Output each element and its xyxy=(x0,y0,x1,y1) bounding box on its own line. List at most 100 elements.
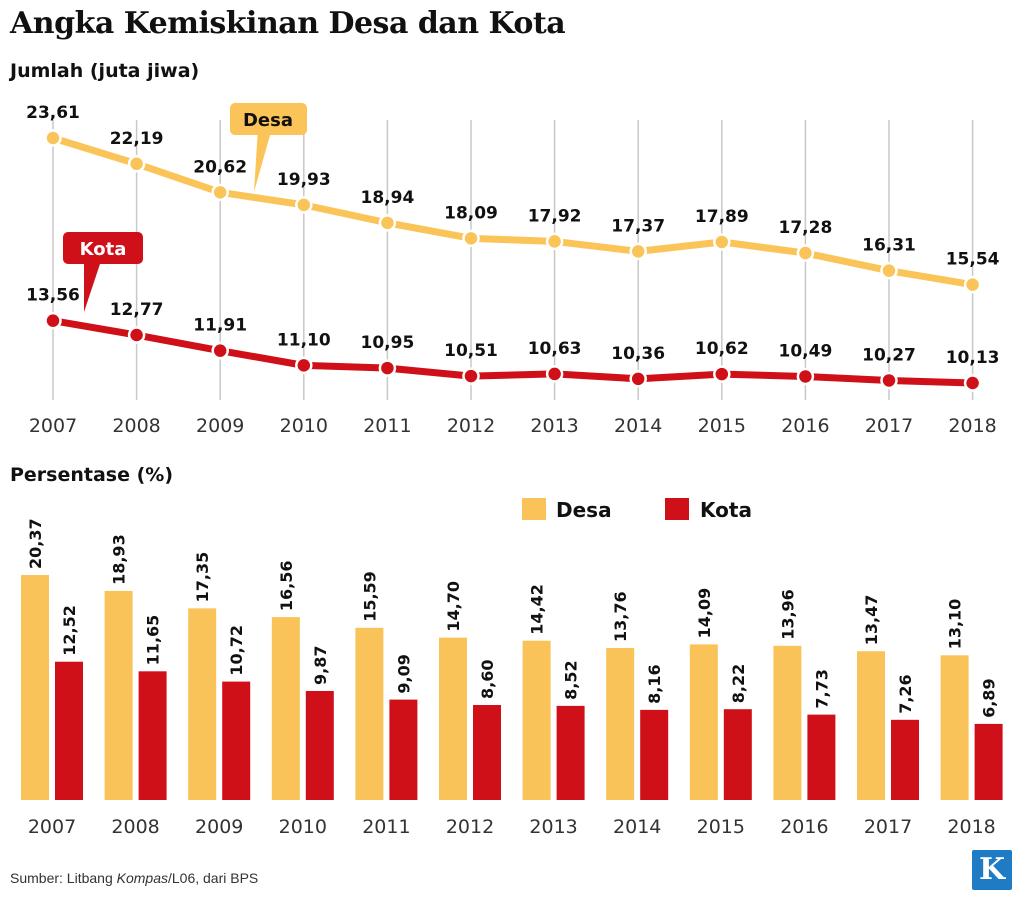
bar-desa-2008 xyxy=(104,590,133,800)
line-x-tick-2010: 2010 xyxy=(280,415,328,437)
kota-callout-label: Kota xyxy=(80,239,127,260)
bar-x-tick-2016: 2016 xyxy=(780,816,828,838)
bar-desa-2012 xyxy=(439,637,467,800)
line-point-desa-2014 xyxy=(629,242,647,261)
source-suffix: /L06, dari BPS xyxy=(167,870,259,886)
line-point-desa-2016 xyxy=(796,244,815,262)
bar-x-tick-2014: 2014 xyxy=(613,816,661,838)
line-point-kota-2011 xyxy=(378,359,397,377)
line-label-desa-2017: 16,31 xyxy=(862,236,916,256)
bar-desa-2013 xyxy=(522,640,551,800)
line-point-kota-2007 xyxy=(44,311,62,330)
bar-desa-2014 xyxy=(606,648,635,800)
bar-x-tick-2013: 2013 xyxy=(529,816,577,838)
bar-label-desa-2011: 15,59 xyxy=(360,571,379,622)
line-label-kota-2011: 10,95 xyxy=(361,333,415,353)
line-label-desa-2012: 18,09 xyxy=(444,203,498,223)
bar-kota-2017 xyxy=(891,719,919,800)
bar-desa-2016 xyxy=(773,645,802,800)
line-point-desa-2007 xyxy=(44,129,62,147)
bar-kota-2011 xyxy=(389,699,418,800)
line-point-desa-2008 xyxy=(127,155,146,173)
bar-label-kota-2016: 7,73 xyxy=(812,669,831,708)
line-point-kota-2015 xyxy=(713,365,731,383)
bar-kota-2007 xyxy=(55,661,83,800)
bar-label-desa-2013: 14,42 xyxy=(528,584,547,635)
bar-x-tick-2015: 2015 xyxy=(697,816,745,838)
source-note: Sumber: Litbang Kompas/L06, dari BPS xyxy=(10,870,258,886)
bar-label-desa-2008: 18,93 xyxy=(110,534,129,585)
bar-label-kota-2012: 8,60 xyxy=(478,660,497,699)
line-x-tick-2007: 2007 xyxy=(29,415,77,437)
line-point-desa-2012 xyxy=(462,229,480,248)
legend-swatch-desa xyxy=(522,498,546,520)
bar-kota-2010 xyxy=(305,690,334,800)
line-label-kota-2012: 10,51 xyxy=(444,341,498,361)
bar-kota-2018 xyxy=(974,723,1003,800)
line-point-desa-2015 xyxy=(713,233,731,251)
bar-x-tick-2007: 2007 xyxy=(28,816,76,838)
line-chart-ylabel: Jumlah (juta jiwa) xyxy=(10,60,200,82)
bar-kota-2014 xyxy=(640,709,669,800)
bar-kota-2008 xyxy=(138,671,167,800)
bar-label-kota-2013: 8,52 xyxy=(562,660,581,699)
bar-kota-2012 xyxy=(473,705,501,800)
line-series-kota xyxy=(52,317,973,387)
line-point-desa-2013 xyxy=(545,232,564,251)
bar-desa-2010 xyxy=(271,617,300,800)
line-label-desa-2010: 19,93 xyxy=(277,170,331,190)
bar-kota-2016 xyxy=(807,714,836,800)
bar-desa-2007 xyxy=(21,575,49,800)
line-x-tick-2018: 2018 xyxy=(948,415,996,437)
line-point-desa-2018 xyxy=(963,275,982,294)
bar-x-tick-2012: 2012 xyxy=(446,816,494,838)
source-prefix: Sumber: Litbang xyxy=(10,870,117,886)
bar-desa-2011 xyxy=(355,627,384,800)
line-x-tick-2016: 2016 xyxy=(781,415,829,437)
kota-callout-box xyxy=(63,232,143,264)
legend-label-kota: Kota xyxy=(700,498,752,522)
desa-callout-box xyxy=(230,103,307,135)
bar-label-kota-2008: 11,65 xyxy=(144,615,163,666)
bar-label-kota-2014: 8,16 xyxy=(645,664,664,703)
line-point-desa-2011 xyxy=(378,214,397,232)
bar-label-desa-2018: 13,10 xyxy=(946,599,965,650)
bar-label-kota-2017: 7,26 xyxy=(896,674,915,713)
bar-label-kota-2009: 10,72 xyxy=(227,625,246,676)
line-series-desa xyxy=(51,134,974,289)
bar-label-desa-2010: 16,56 xyxy=(277,560,296,611)
line-label-kota-2016: 10,49 xyxy=(779,341,833,361)
bar-kota-2009 xyxy=(222,681,251,800)
line-point-kota-2018 xyxy=(963,374,982,392)
line-point-desa-2017 xyxy=(880,261,898,280)
bar-label-desa-2015: 14,09 xyxy=(695,588,714,639)
line-label-desa-2009: 20,62 xyxy=(193,157,247,177)
legend-label-desa: Desa xyxy=(556,498,612,522)
line-x-tick-2013: 2013 xyxy=(530,415,578,437)
line-x-tick-2011: 2011 xyxy=(363,415,411,437)
line-point-kota-2010 xyxy=(295,356,313,375)
legend-swatch-kota xyxy=(665,498,689,520)
line-label-desa-2008: 22,19 xyxy=(110,129,164,149)
line-point-desa-2010 xyxy=(295,196,313,214)
line-x-tick-2009: 2009 xyxy=(196,415,244,437)
bar-kota-2015 xyxy=(723,709,752,800)
bar-label-desa-2012: 14,70 xyxy=(444,581,463,632)
line-point-kota-2008 xyxy=(127,326,146,344)
bar-desa-2017 xyxy=(857,651,885,800)
bar-label-desa-2007: 20,37 xyxy=(26,518,45,569)
line-label-kota-2007: 13,56 xyxy=(26,286,80,306)
line-label-kota-2008: 12,77 xyxy=(110,300,164,320)
bar-label-desa-2014: 13,76 xyxy=(611,591,630,642)
bar-label-kota-2010: 9,87 xyxy=(311,645,330,684)
bar-desa-2018 xyxy=(940,655,969,800)
bar-label-desa-2009: 17,35 xyxy=(193,552,212,603)
bar-x-tick-2011: 2011 xyxy=(362,816,410,838)
bar-x-tick-2009: 2009 xyxy=(195,816,243,838)
line-x-tick-2017: 2017 xyxy=(865,415,913,437)
bar-x-tick-2010: 2010 xyxy=(279,816,327,838)
desa-callout-label: Desa xyxy=(243,110,293,131)
line-label-desa-2015: 17,89 xyxy=(695,207,749,227)
bar-x-tick-2008: 2008 xyxy=(111,816,159,838)
